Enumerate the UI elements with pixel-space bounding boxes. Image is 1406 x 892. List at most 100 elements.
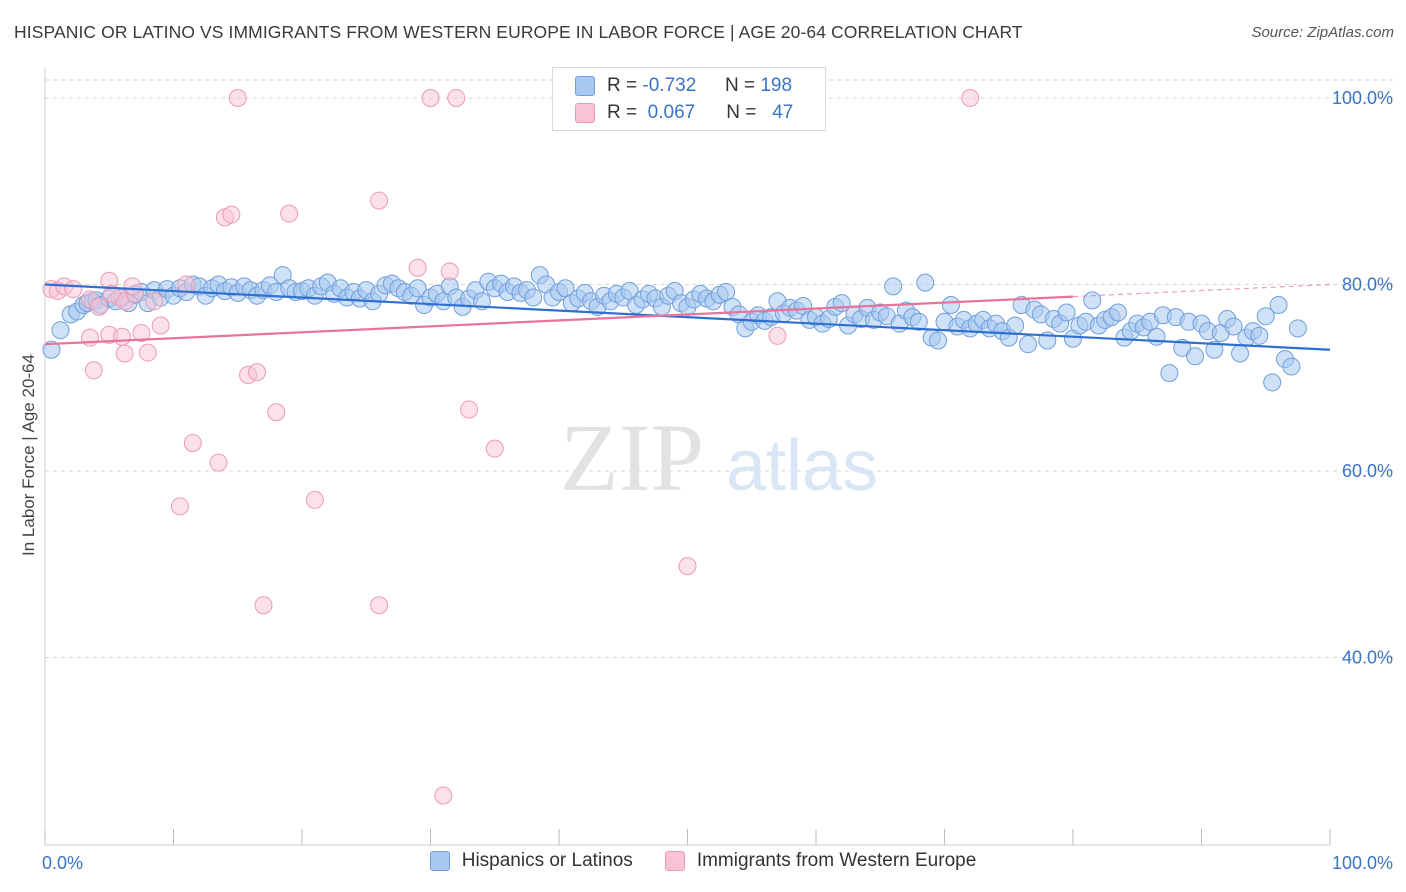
point-western-europe: [84, 361, 103, 380]
point-hispanics: [42, 340, 61, 359]
point-western-europe: [460, 400, 479, 419]
point-hispanics: [1205, 340, 1224, 359]
point-western-europe: [421, 89, 440, 107]
y-axis-label: In Labor Force | Age 20-64: [19, 354, 38, 556]
r-value: 0.067: [647, 102, 696, 123]
legend-swatch-blue: [575, 76, 595, 96]
point-hispanics: [1108, 303, 1127, 322]
point-hispanics: [1147, 327, 1166, 346]
r-value: -0.732: [642, 75, 697, 96]
point-western-europe: [138, 343, 157, 362]
r-label: R =: [607, 75, 638, 96]
trend-line-hispanics: [44, 283, 1331, 351]
point-hispanics: [1019, 335, 1038, 354]
legend-item-western-europe[interactable]: Immigrants from Western Europe: [664, 850, 977, 872]
point-western-europe: [102, 284, 121, 303]
point-hispanics: [1057, 303, 1076, 322]
point-hispanics: [1173, 338, 1192, 357]
y-tick-label: 80.0%: [1342, 275, 1393, 295]
n-value: 198: [760, 75, 793, 96]
legend-row-hispanics: R = -0.732 N = 198: [575, 73, 792, 99]
series-legend: Hispanics or Latinos Immigrants from Wes…: [0, 850, 1406, 872]
watermark: ZIP atlas: [560, 404, 878, 511]
y-tick-label: 60.0%: [1342, 461, 1393, 481]
legend-row-western-europe: R = 0.067 N = 47: [575, 100, 793, 126]
point-western-europe: [678, 557, 697, 576]
point-hispanics: [524, 288, 543, 307]
point-hispanics: [1224, 317, 1243, 336]
point-hispanics: [51, 321, 70, 340]
point-western-europe: [145, 292, 164, 311]
point-hispanics: [408, 279, 427, 298]
point-western-europe: [115, 344, 134, 363]
legend-swatch-hispanics: [429, 851, 450, 871]
trend-line-western-europe: [44, 295, 1074, 346]
point-western-europe: [408, 258, 427, 277]
axes: [44, 68, 1331, 846]
point-western-europe: [222, 205, 241, 224]
point-western-europe: [305, 490, 324, 509]
point-western-europe: [370, 191, 389, 210]
point-hispanics: [1256, 307, 1275, 326]
point-western-europe: [64, 280, 83, 299]
point-hispanics: [1231, 344, 1250, 363]
point-western-europe: [248, 363, 267, 382]
trend-extension-western-europe: [1072, 283, 1331, 298]
y-tick-label: 100.0%: [1332, 88, 1393, 108]
legend-label-hispanics: Hispanics or Latinos: [461, 850, 633, 871]
watermark-zip: ZIP: [560, 404, 704, 511]
point-western-europe: [80, 328, 99, 347]
correlation-legend: R = -0.732 N = 198 R = 0.067 N = 47: [552, 67, 826, 131]
point-hispanics: [1160, 364, 1179, 383]
point-hispanics: [916, 273, 935, 292]
series-western-europe-points: [42, 89, 980, 805]
x-tick-label-min: 0.0%: [42, 853, 83, 873]
n-value: 47: [772, 102, 794, 123]
trend-lines: [44, 283, 1331, 351]
point-hispanics: [1250, 326, 1269, 345]
chart-title: HISPANIC OR LATINO VS IMMIGRANTS FROM WE…: [14, 22, 1023, 42]
legend-swatch-western-europe: [664, 851, 685, 871]
point-hispanics: [1006, 316, 1025, 335]
n-label: N =: [724, 75, 756, 96]
point-hispanics: [1083, 291, 1102, 310]
point-western-europe: [434, 786, 453, 805]
point-hispanics: [556, 279, 575, 298]
point-western-europe: [280, 204, 299, 223]
point-western-europe: [123, 277, 142, 296]
point-western-europe: [768, 326, 787, 345]
point-hispanics: [1282, 357, 1301, 376]
point-western-europe: [132, 323, 151, 342]
r-label: R =: [607, 102, 638, 123]
legend-item-hispanics[interactable]: Hispanics or Latinos: [429, 850, 633, 872]
point-western-europe: [183, 434, 202, 453]
point-western-europe: [228, 89, 247, 107]
point-western-europe: [485, 439, 504, 458]
point-hispanics: [1269, 296, 1288, 315]
n-label: N =: [726, 102, 757, 123]
point-western-europe: [209, 453, 228, 472]
point-western-europe: [170, 497, 189, 516]
point-western-europe: [447, 89, 466, 107]
y-tick-label: 40.0%: [1342, 648, 1393, 668]
point-western-europe: [113, 327, 132, 346]
point-hispanics: [1263, 373, 1282, 392]
point-hispanics: [909, 312, 928, 331]
series-hispanics-points: [42, 266, 1307, 392]
point-western-europe: [267, 403, 286, 422]
point-hispanics: [929, 331, 948, 350]
x-tick-label-max: 100.0%: [1332, 853, 1393, 873]
legend-label-western-europe: Immigrants from Western Europe: [696, 850, 977, 871]
point-hispanics: [884, 277, 903, 296]
point-western-europe: [370, 596, 389, 615]
point-western-europe: [151, 316, 170, 335]
point-hispanics: [941, 296, 960, 315]
point-western-europe: [177, 275, 196, 294]
legend-swatch-pink: [575, 103, 595, 123]
point-hispanics: [1186, 347, 1205, 366]
point-western-europe: [89, 297, 108, 316]
point-western-europe: [254, 596, 273, 615]
point-western-europe: [961, 89, 980, 107]
tick-labels: 40.0% 60.0% 80.0% 100.0% 0.0% 100.0%: [42, 88, 1393, 873]
